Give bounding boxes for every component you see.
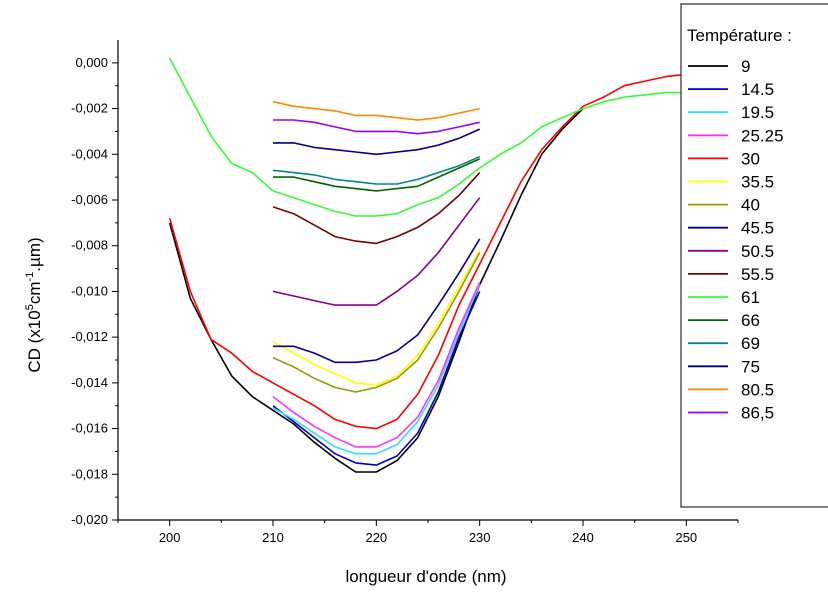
- series-line-35-5: [272, 249, 481, 386]
- y-tick-label: -0,008: [71, 238, 108, 253]
- series-line-61: [168, 57, 707, 217]
- series-line-14-5: [272, 291, 481, 466]
- legend-label: 25.25: [741, 126, 784, 145]
- series-line-66: [273, 158, 481, 192]
- y-tick-label: 0,000: [75, 55, 108, 70]
- series-line-19-5: [272, 284, 481, 455]
- y-axis-title-sup2: -1: [24, 272, 36, 282]
- legend-label: 86,5: [741, 404, 774, 423]
- y-tick-label: -0,018: [71, 466, 108, 481]
- legend-title: Température :: [687, 26, 792, 45]
- y-tick-label: -0,010: [71, 283, 108, 298]
- x-tick-label: 230: [469, 530, 491, 545]
- legend-label: 50.5: [741, 242, 774, 261]
- series-line-40: [272, 252, 481, 393]
- legend-label: 19.5: [741, 103, 774, 122]
- series-line-75: [273, 128, 481, 156]
- series-line-55-5: [272, 172, 481, 245]
- y-axis-title: CD (x105cm-1.µm): [24, 237, 44, 372]
- y-tick-label: -0,002: [71, 101, 108, 116]
- plot-lines: [168, 57, 708, 473]
- y-axis-title-part2: cm: [25, 281, 44, 304]
- series-line-9: [168, 108, 584, 473]
- legend-label: 14.5: [741, 80, 774, 99]
- legend-label: 61: [741, 288, 760, 307]
- x-tick-label: 240: [572, 530, 594, 545]
- y-tick-label: -0,006: [71, 192, 108, 207]
- legend-label: 40: [741, 196, 760, 215]
- legend-label: 35.5: [741, 173, 774, 192]
- y-tick-label: -0,014: [71, 375, 108, 390]
- legend-label: 80.5: [741, 380, 774, 399]
- tick-labels: 200 210 220 230 240 250 0,000 -0,002 -0,004 -0,00…: [71, 55, 697, 545]
- x-tick-label: 220: [365, 530, 387, 545]
- y-axis-title-part1: CD (x10: [25, 310, 44, 372]
- series-line-30: [168, 71, 708, 430]
- y-tick-label: -0,020: [71, 512, 108, 527]
- series-line-80-5: [272, 100, 480, 121]
- legend-items: 9 14.5 19.5 25.25 30 35.5 40 45.5 50.5 55.5 61 66 69…: [688, 57, 784, 423]
- y-axis-title-sup1: 5: [24, 304, 36, 310]
- y-axis-title-part3: .µm): [25, 237, 44, 271]
- legend-box: [680, 3, 828, 508]
- x-tick-label: 210: [262, 530, 284, 545]
- legend-label: 55.5: [741, 265, 774, 284]
- legend-label: 9: [741, 57, 750, 76]
- legend-label: 45.5: [741, 219, 774, 238]
- y-tick-label: -0,016: [71, 421, 108, 436]
- series-line-25-25: [272, 281, 481, 448]
- y-tick-label: -0,004: [71, 146, 108, 161]
- legend: Température : 9 14.5 19.5 25.25 30 35.5 40 45.5…: [680, 3, 828, 508]
- axes: [112, 40, 739, 526]
- legend-label: 30: [741, 149, 760, 168]
- x-tick-label: 250: [675, 530, 697, 545]
- series-line-86-5: [273, 119, 480, 135]
- series-line-45-5: [273, 238, 481, 364]
- y-tick-label: -0,012: [71, 329, 108, 344]
- series-line-50-5: [272, 197, 481, 306]
- legend-label: 66: [741, 311, 760, 330]
- x-tick-label: 200: [159, 530, 181, 545]
- x-axis-title: longueur d'onde (nm): [345, 567, 506, 586]
- series-line-69: [272, 155, 481, 185]
- legend-label: 69: [741, 334, 760, 353]
- legend-label: 75: [741, 357, 760, 376]
